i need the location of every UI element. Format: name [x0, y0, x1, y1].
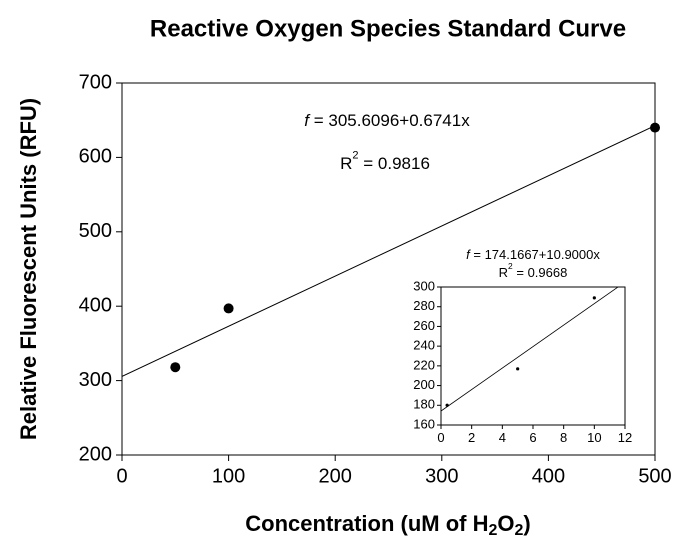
y-tick-label: 280 [413, 298, 435, 313]
r-squared: R2 = 0.9668 [499, 261, 568, 280]
y-tick-label: 300 [413, 278, 435, 293]
chart-title: Reactive Oxygen Species Standard Curve [150, 15, 626, 42]
y-tick-label: 160 [413, 416, 435, 431]
x-tick-label: 6 [529, 430, 536, 445]
x-tick-label: 8 [560, 430, 567, 445]
x-tick-label: 0 [116, 465, 127, 487]
plot-frame [440, 286, 626, 426]
x-tick-label: 2 [468, 430, 475, 445]
x-label-sub: 2 [488, 522, 497, 539]
data-point [170, 362, 181, 373]
fit-line [122, 125, 655, 377]
x-axis-label: Concentration (uM of H2O2) [245, 511, 530, 539]
x-tick-label: 100 [212, 465, 245, 487]
r-squared-symbol: R [340, 154, 352, 173]
r-squared-symbol: R [499, 265, 508, 280]
y-tick-label: 400 [79, 294, 112, 316]
y-tick-label: 700 [79, 71, 112, 93]
equation: f = 305.6096+0.6741x [304, 111, 470, 130]
y-tick-label: 260 [413, 318, 435, 333]
equation-text: = 174.1667+10.9000x [470, 247, 601, 262]
r-squared-exponent: 2 [508, 261, 513, 271]
y-tick-label: 220 [413, 357, 435, 372]
r-squared-exponent: 2 [352, 150, 358, 162]
fit-line [441, 287, 619, 412]
data-point [650, 122, 660, 133]
x-label-part: Concentration (uM of H [245, 511, 488, 536]
equation: f = 174.1667+10.9000x [466, 247, 600, 262]
equation-symbol: f [466, 247, 471, 262]
x-tick-label: 300 [425, 465, 458, 487]
data-point [445, 403, 449, 407]
plot-frame [121, 82, 656, 456]
data-point [516, 367, 520, 371]
y-tick-label: 200 [413, 377, 435, 392]
x-tick-label: 200 [319, 465, 352, 487]
equation-symbol: f [304, 111, 311, 130]
r-squared: R2 = 0.9816 [340, 150, 430, 174]
x-label-part: ) [523, 511, 530, 536]
x-label-part: O [497, 511, 514, 536]
y-tick-label: 240 [413, 338, 435, 353]
x-tick-label: 10 [587, 430, 601, 445]
y-tick-label: 200 [79, 443, 112, 465]
y-tick-label: 300 [79, 369, 112, 391]
data-point [592, 296, 596, 300]
x-tick-label: 500 [638, 465, 671, 487]
x-tick-label: 400 [532, 465, 565, 487]
data-point [223, 303, 234, 314]
x-tick-label: 12 [618, 430, 632, 445]
y-axis-label: Relative Fluorescent Units (RFU) [16, 98, 41, 440]
x-tick-label: 0 [437, 430, 444, 445]
y-tick-label: 600 [79, 146, 112, 168]
x-label-sub: 2 [515, 522, 524, 539]
y-tick-label: 500 [79, 220, 112, 242]
equation-text: = 305.6096+0.6741x [309, 111, 470, 130]
x-tick-label: 4 [499, 430, 506, 445]
r-squared-text: = 0.9816 [359, 154, 430, 173]
r-squared-text: = 0.9668 [513, 265, 568, 280]
y-tick-label: 180 [413, 397, 435, 412]
